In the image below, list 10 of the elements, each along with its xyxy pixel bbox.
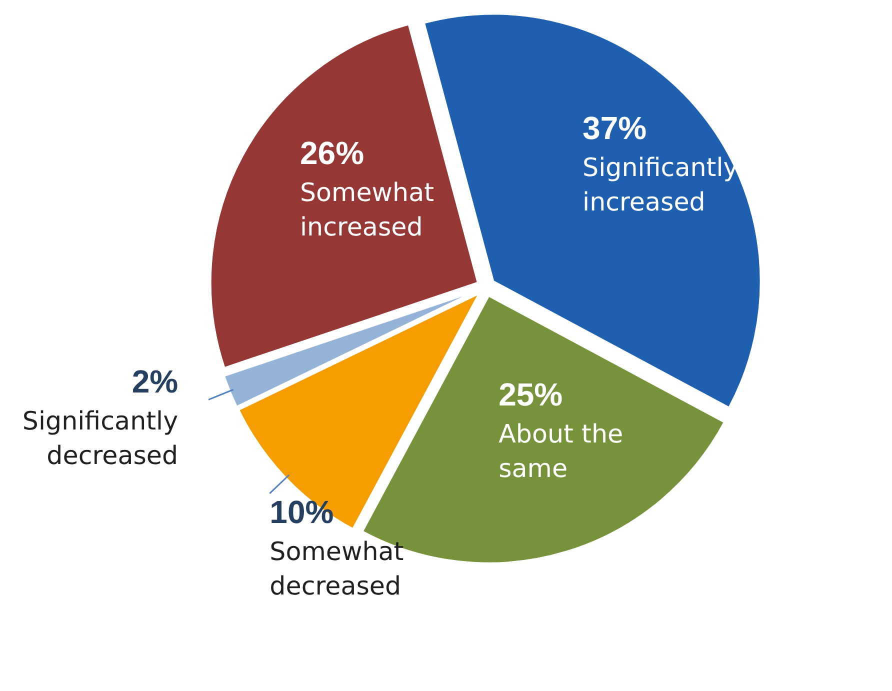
data-label: 26%: [300, 134, 364, 171]
slice-label: Somewhat decreased: [270, 536, 404, 600]
slice-label: Somewhat increased: [300, 176, 434, 242]
slice-label: Significantly decreased: [22, 406, 178, 470]
data-label: 2%: [132, 364, 178, 400]
data-label: 10%: [270, 494, 334, 530]
data-label: 25%: [498, 376, 563, 412]
slice-label: About the same: [498, 418, 624, 483]
data-label: 37%: [582, 110, 647, 146]
slice-label: Significantly increased: [582, 152, 738, 216]
